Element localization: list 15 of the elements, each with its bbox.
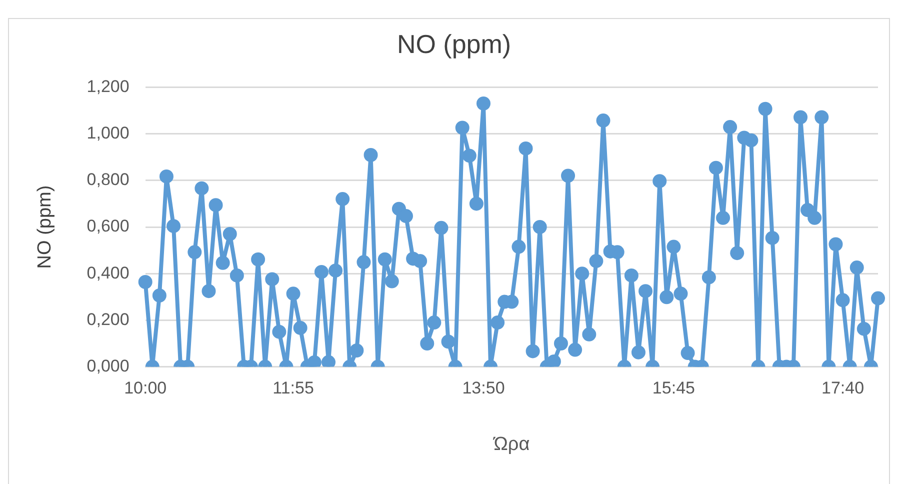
x-tick-label: 15:45 bbox=[652, 378, 695, 398]
y-axis-title: NO (ppm) bbox=[34, 185, 56, 269]
x-axis-title: Ώρα bbox=[492, 434, 530, 455]
y-tick-label: 0,200 bbox=[86, 310, 130, 329]
x-tick-label: 13:50 bbox=[462, 378, 505, 398]
y-tick-label: 1,000 bbox=[86, 123, 130, 142]
chart-title: NO (ppm) bbox=[396, 28, 512, 59]
x-tick-label: 10:00 bbox=[124, 378, 167, 398]
y-tick-label: 0,600 bbox=[86, 216, 130, 236]
x-tick-label: 11:55 bbox=[272, 378, 314, 398]
y-tick-label: 0,800 bbox=[86, 170, 130, 190]
x-tick-label: 17:40 bbox=[822, 378, 864, 398]
y-tick-label: 0,000 bbox=[86, 356, 130, 376]
y-tick-label: 1,200 bbox=[86, 76, 130, 96]
y-tick-label: 0,400 bbox=[86, 263, 130, 282]
